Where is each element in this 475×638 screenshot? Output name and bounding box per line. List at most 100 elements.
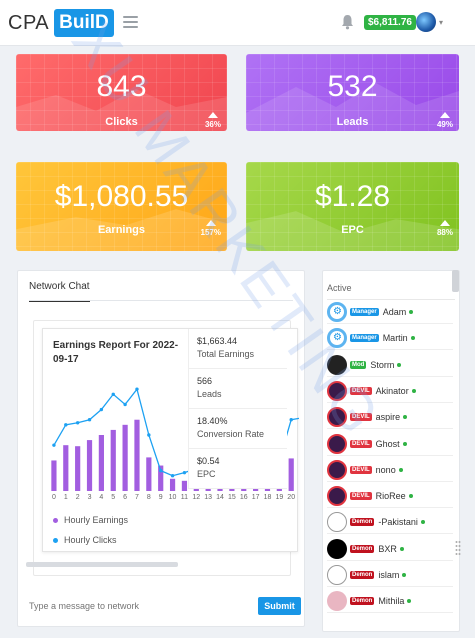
active-user-row[interactable]: DEVIL Ghost: [327, 433, 453, 456]
tick-label: 15: [228, 494, 236, 501]
online-status-icon: [397, 362, 402, 367]
username: Akinator: [375, 385, 409, 396]
role-badge: DEVIL: [350, 492, 372, 501]
stat-delta: 36%: [205, 112, 221, 129]
vertical-scrollbar[interactable]: [452, 270, 459, 292]
username: nono: [375, 464, 396, 475]
stat-value: $1,080.55: [54, 180, 189, 213]
dark-avatar-icon: [327, 354, 347, 375]
active-user-row[interactable]: DEVIL RioRee: [327, 485, 453, 509]
stat-value: 532: [327, 70, 378, 103]
active-user-row[interactable]: DEVIL aspire: [327, 406, 453, 430]
stat-value: $1.28: [314, 180, 391, 213]
active-user-row[interactable]: Demon Mithila: [327, 590, 453, 614]
active-user-row[interactable]: Demon BXR: [327, 538, 453, 561]
brand-logo[interactable]: CPA BuilD: [8, 9, 114, 37]
chevron-down-icon[interactable]: ▾: [439, 18, 444, 27]
devil-avatar-icon: [327, 380, 347, 401]
brand-suffix: BuilD: [54, 9, 114, 37]
online-status-icon: [398, 467, 403, 472]
tick-label: 8: [147, 494, 151, 501]
legend-hourly-clicks: Hourly Clicks: [53, 535, 117, 545]
stat-delta: 88%: [437, 220, 453, 237]
gear-avatar-icon: ⚙: [327, 328, 347, 349]
tick-label: 5: [111, 494, 115, 501]
stat-card-epc[interactable]: $1.28 EPC 88%: [246, 162, 459, 251]
arrow-up-icon: [439, 112, 450, 118]
stat-delta: 49%: [437, 112, 453, 129]
point-hour-7: [135, 387, 139, 391]
online-status-icon: [420, 520, 425, 525]
stat-card-leads[interactable]: 532 Leads 49%: [246, 54, 459, 131]
point-hour-4: [99, 407, 104, 412]
online-status-icon: [403, 415, 408, 420]
tick-label: 20: [287, 494, 295, 501]
active-user-row[interactable]: ⚙ Manager Adam: [327, 301, 453, 324]
report-title: Earnings Report For 2022-09-17: [53, 340, 179, 365]
stat-card-clicks[interactable]: 843 Clicks 36%: [16, 54, 227, 131]
bar-hour-10: [169, 478, 176, 491]
active-user-row[interactable]: DEVIL nono: [327, 459, 453, 482]
username: Adam: [382, 307, 407, 317]
stat-value: 843: [96, 70, 147, 103]
arrow-up-icon: [439, 220, 450, 226]
point-hour-3: [87, 418, 92, 422]
brand-prefix: CPA: [8, 11, 50, 34]
horizontal-scrollbar[interactable]: [26, 562, 178, 567]
username: BXR: [378, 543, 397, 554]
arrow-up-icon: [207, 112, 218, 118]
stat-card-earnings[interactable]: $1,080.55 Earnings 157%: [16, 162, 227, 251]
stat-label: EPC: [341, 224, 364, 236]
point-hour-2: [75, 421, 80, 425]
active-user-row[interactable]: ⚙ Manager Martin: [327, 327, 453, 351]
user-outline-avatar-icon: [327, 565, 347, 585]
point-hour-9: [159, 468, 163, 473]
tab-network-chat[interactable]: Network Chat: [29, 281, 90, 302]
devil-avatar-icon: [327, 433, 347, 454]
bar-hour-4: [98, 435, 104, 491]
bar-hour-7: [134, 419, 140, 491]
role-badge: DEVIL: [350, 413, 372, 422]
bell-icon[interactable]: [341, 14, 354, 30]
active-user-row[interactable]: Demon -Pakistani: [327, 511, 453, 535]
photo-avatar-icon: [327, 591, 347, 612]
active-user-row[interactable]: Demon islam: [327, 564, 453, 587]
online-status-icon: [399, 546, 404, 551]
bar-hour-8: [146, 457, 152, 491]
bar-hour-9: [158, 465, 164, 491]
earnings-report-card: 0123456789101112131415161718192021 Earni…: [42, 328, 299, 552]
chat-message-input[interactable]: [29, 598, 239, 614]
top-navbar: CPA BuilD $6,811.76 ▾: [0, 0, 475, 46]
devil-avatar-icon: [327, 459, 347, 480]
devil-avatar-icon: [327, 407, 347, 428]
stat-label: Leads: [336, 116, 369, 128]
online-status-icon: [410, 336, 415, 341]
resize-grip-icon[interactable]: [455, 540, 461, 558]
role-badge: Manager: [350, 334, 379, 343]
tick-label: 0: [52, 494, 56, 501]
stat-label: Clicks: [105, 116, 138, 128]
username: -Pakistani: [378, 517, 418, 528]
tick-label: 9: [159, 494, 163, 501]
user-avatar[interactable]: [416, 12, 436, 32]
role-badge: Mod: [350, 360, 367, 369]
online-status-icon: [411, 388, 416, 393]
bar-hour-6: [122, 424, 128, 491]
summary-total-earnings: $1,663.44 Total Earnings: [189, 329, 287, 369]
menu-icon[interactable]: [123, 16, 138, 28]
legend-hourly-earnings: Hourly Earnings: [53, 515, 128, 525]
bar-hour-11: [181, 480, 188, 491]
submit-button[interactable]: Submit: [258, 597, 301, 615]
active-user-row[interactable]: Mod Storm: [327, 354, 453, 377]
point-hour-6: [123, 402, 127, 407]
active-title: Active: [327, 283, 352, 293]
tick-label: 3: [88, 494, 92, 501]
stat-delta: 157%: [201, 220, 221, 237]
tick-label: 13: [204, 494, 212, 501]
active-user-row[interactable]: DEVIL Akinator: [327, 380, 453, 403]
tick-label: 14: [216, 494, 224, 501]
tick-label: 19: [275, 494, 283, 501]
online-status-icon: [408, 494, 413, 499]
balance-badge[interactable]: $6,811.76: [364, 15, 416, 30]
online-status-icon: [402, 573, 407, 577]
